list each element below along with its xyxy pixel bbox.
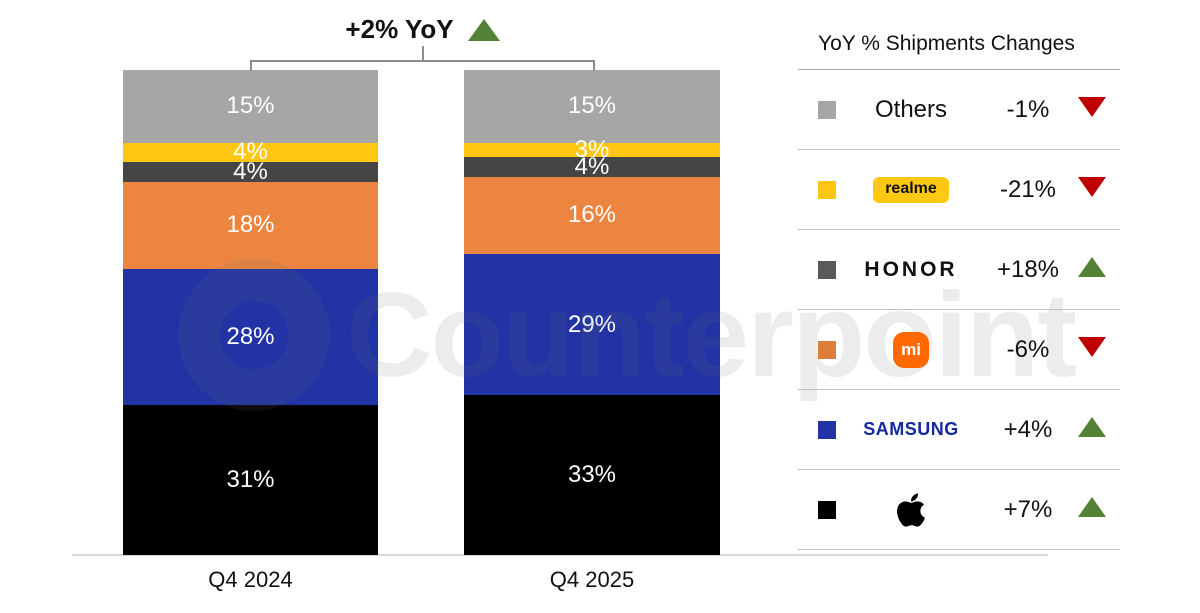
segment-others: 15% — [464, 70, 720, 143]
yoy-total-change: +2% YoY — [250, 14, 595, 45]
yoy-total-label: +2% YoY — [345, 14, 454, 44]
bracket-tick-right — [593, 60, 595, 71]
legend-row-honor: HONOR +18% — [798, 230, 1120, 310]
segment-value-label: 18% — [226, 211, 275, 239]
up-triangle-icon — [1078, 257, 1106, 277]
xiaomi-change: -6% — [1006, 335, 1050, 363]
segment-xiaomi: 16% — [464, 176, 720, 255]
up-triangle-icon — [467, 18, 500, 41]
samsung-swatch — [818, 420, 836, 439]
realme-swatch — [818, 180, 836, 199]
bracket-tick-left — [250, 60, 252, 71]
segment-realme: 4% — [123, 138, 378, 165]
segment-value-label: 15% — [226, 92, 275, 120]
segment-xiaomi: 18% — [123, 181, 378, 269]
bar-q4-2025: 15% 3% 4% 16% 29% 33% — [464, 70, 720, 555]
segment-honor: 4% — [464, 153, 720, 180]
segment-realme: 3% — [464, 136, 720, 163]
segment-samsung: 28% — [123, 268, 378, 405]
apple-change: +7% — [1003, 495, 1053, 523]
honor-logo: HONOR — [864, 257, 958, 281]
realme-logo: realme — [873, 176, 949, 203]
x-axis-label-q4-2025: Q4 2025 — [549, 567, 635, 592]
others-label: Others — [874, 95, 948, 123]
apple-logo-icon — [897, 492, 925, 527]
samsung-logo: SAMSUNG — [863, 419, 959, 439]
segment-apple: 33% — [464, 394, 720, 555]
legend-row-realme: realme -21% — [798, 150, 1120, 230]
down-triangle-icon — [1078, 97, 1106, 117]
segment-honor: 4% — [123, 158, 378, 185]
x-axis-label-q4-2024: Q4 2024 — [208, 567, 293, 592]
up-triangle-icon — [1078, 497, 1106, 517]
legend-row-apple: +7% — [798, 470, 1120, 550]
down-triangle-icon — [1078, 177, 1106, 197]
others-change: -1% — [1006, 95, 1050, 123]
legend-panel: YoY % Shipments Changes Others -1% realm… — [798, 20, 1120, 550]
bar-q4-2024: 15% 4% 4% 18% 28% 31% — [123, 70, 378, 555]
segment-value-label: 4% — [233, 157, 268, 185]
segment-value-label: 4% — [574, 152, 610, 180]
honor-change: +18% — [996, 255, 1060, 283]
segment-value-label: 33% — [567, 460, 617, 488]
segment-value-label: 4% — [233, 138, 268, 166]
up-triangle-icon — [1078, 417, 1106, 437]
samsung-change: +4% — [1003, 415, 1053, 443]
segment-apple: 31% — [123, 404, 378, 555]
segment-samsung: 29% — [464, 254, 720, 395]
honor-swatch — [818, 260, 836, 279]
legend-row-xiaomi: mi -6% — [798, 310, 1120, 390]
apple-swatch — [818, 500, 836, 519]
segment-value-label: 31% — [226, 465, 275, 493]
x-axis-line — [72, 554, 1048, 556]
bracket-line — [250, 60, 595, 62]
segment-value-label: 28% — [226, 322, 275, 350]
xiaomi-swatch — [818, 340, 836, 359]
bracket-stem — [422, 46, 424, 61]
others-swatch — [818, 100, 836, 119]
realme-change: -21% — [999, 175, 1057, 203]
legend-row-samsung: SAMSUNG +4% — [798, 390, 1120, 470]
xiaomi-mi-logo-icon: mi — [893, 331, 929, 368]
segment-value-label: 29% — [567, 310, 617, 338]
segment-others: 15% — [123, 70, 378, 143]
legend-row-others: Others -1% — [798, 70, 1120, 150]
segment-value-label: 16% — [567, 201, 617, 229]
segment-value-label: 15% — [567, 92, 617, 120]
segment-value-label: 3% — [574, 136, 610, 164]
down-triangle-icon — [1078, 337, 1106, 357]
legend-title: YoY % Shipments Changes — [798, 20, 1120, 70]
